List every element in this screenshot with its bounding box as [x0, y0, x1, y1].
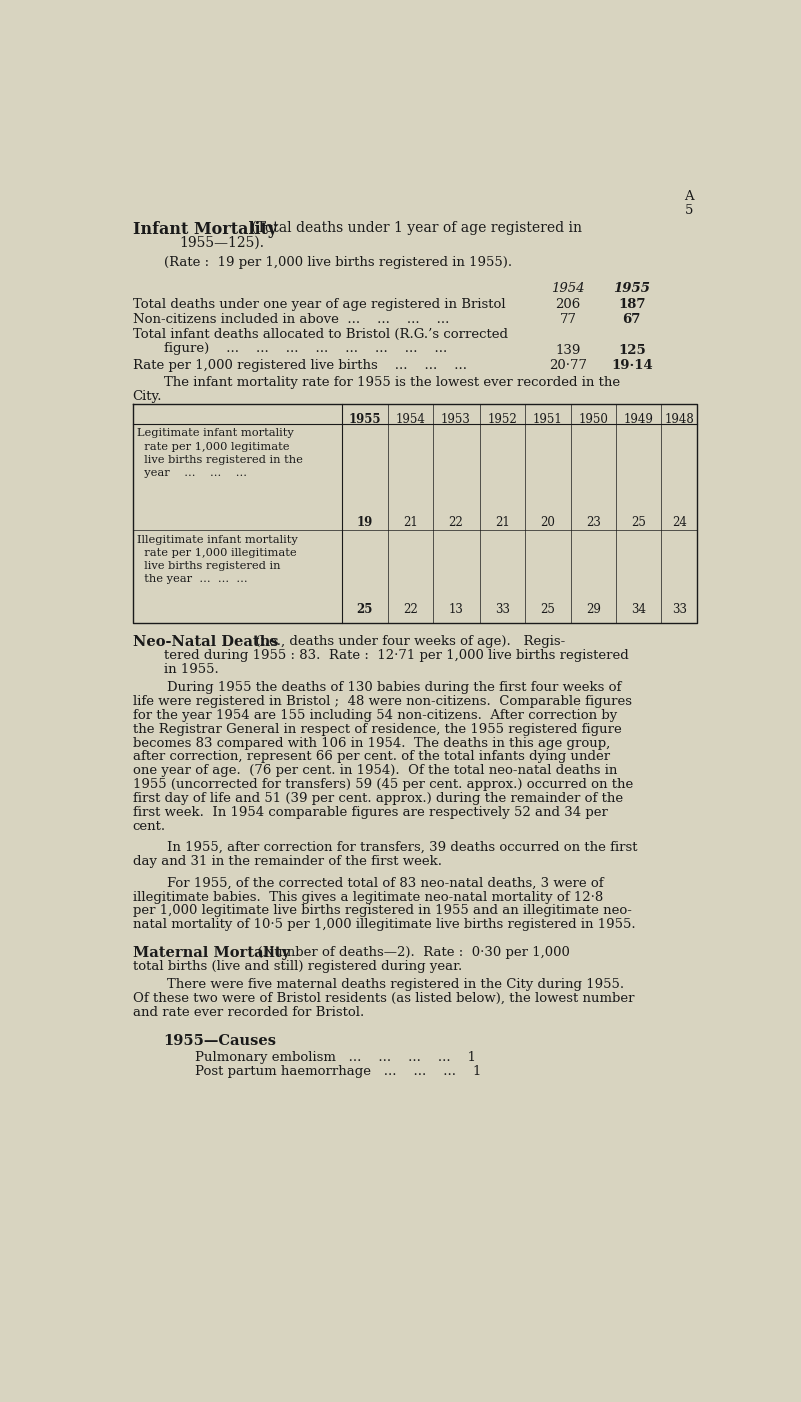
Text: 1948: 1948: [665, 414, 694, 426]
Text: (i.e., deaths under four weeks of age).   Regis-: (i.e., deaths under four weeks of age). …: [248, 635, 566, 648]
Text: after correction, represent 66 per cent. of the total infants dying under: after correction, represent 66 per cent.…: [133, 750, 610, 763]
Text: (Number of deaths—2).  Rate :  0·30 per 1,000: (Number of deaths—2). Rate : 0·30 per 1,…: [249, 946, 570, 959]
Text: in 1955.: in 1955.: [163, 663, 219, 676]
Text: 33: 33: [495, 603, 510, 615]
Text: figure)    ...    ...    ...    ...    ...    ...    ...    ...: figure) ... ... ... ... ... ... ... ...: [163, 342, 447, 355]
Text: There were five maternal deaths registered in the City during 1955.: There were five maternal deaths register…: [133, 979, 624, 991]
Text: the Registrar General in respect of residence, the 1955 registered figure: the Registrar General in respect of resi…: [133, 722, 622, 736]
Text: 23: 23: [586, 516, 602, 530]
Text: 21: 21: [495, 516, 509, 530]
Text: Infant Mortality: Infant Mortality: [133, 220, 277, 237]
Text: 34: 34: [631, 603, 646, 615]
Text: Pulmonary embolism   ...    ...    ...    ...    1: Pulmonary embolism ... ... ... ... 1: [195, 1050, 476, 1064]
Text: one year of age.  (76 per cent. in 1954).  Of the total neo-natal deaths in: one year of age. (76 per cent. in 1954).…: [133, 764, 617, 777]
Text: During 1955 the deaths of 130 babies during the first four weeks of: During 1955 the deaths of 130 babies dur…: [133, 681, 621, 694]
Text: 1955: 1955: [614, 282, 650, 296]
Text: and rate ever recorded for Bristol.: and rate ever recorded for Bristol.: [133, 1007, 364, 1019]
Text: 13: 13: [449, 603, 463, 615]
Text: 1954: 1954: [396, 414, 426, 426]
Text: 77: 77: [560, 313, 577, 327]
Text: 139: 139: [556, 343, 581, 356]
Text: 187: 187: [618, 297, 646, 311]
Text: 33: 33: [672, 603, 687, 615]
Text: 67: 67: [622, 313, 641, 327]
Text: 21: 21: [404, 516, 418, 530]
Text: 19: 19: [356, 516, 372, 530]
Text: 125: 125: [618, 343, 646, 356]
Text: 1951: 1951: [533, 414, 562, 426]
Text: 1955 (uncorrected for transfers) 59 (45 per cent. approx.) occurred on the: 1955 (uncorrected for transfers) 59 (45 …: [133, 778, 633, 791]
Text: For 1955, of the corrected total of 83 neo-natal deaths, 3 were of: For 1955, of the corrected total of 83 n…: [133, 876, 603, 890]
Text: 1954: 1954: [551, 282, 585, 296]
Text: 22: 22: [449, 516, 463, 530]
Text: In 1955, after correction for transfers, 39 deaths occurred on the first: In 1955, after correction for transfers,…: [133, 841, 637, 854]
Text: first week.  In 1954 comparable figures are respectively 52 and 34 per: first week. In 1954 comparable figures a…: [133, 806, 607, 819]
Text: (Total deaths under 1 year of age registered in: (Total deaths under 1 year of age regist…: [248, 220, 582, 236]
Text: 5: 5: [685, 203, 694, 217]
Text: 20: 20: [540, 516, 555, 530]
Text: total births (live and still) registered during year.: total births (live and still) registered…: [133, 960, 462, 973]
Text: A: A: [684, 189, 694, 203]
Text: Illegitimate infant mortality
  rate per 1,000 illegitimate
  live births regist: Illegitimate infant mortality rate per 1…: [136, 534, 297, 585]
Text: 1953: 1953: [441, 414, 471, 426]
Text: 20·77: 20·77: [549, 359, 587, 372]
Text: 25: 25: [631, 516, 646, 530]
Text: Post partum haemorrhage   ...    ...    ...    1: Post partum haemorrhage ... ... ... 1: [195, 1064, 481, 1078]
Text: 25: 25: [540, 603, 555, 615]
Text: (Rate :  19 per 1,000 live births registered in 1955).: (Rate : 19 per 1,000 live births registe…: [163, 257, 512, 269]
Text: Of these two were of Bristol residents (as listed below), the lowest number: Of these two were of Bristol residents (…: [133, 993, 634, 1005]
Text: 1949: 1949: [624, 414, 654, 426]
Text: becomes 83 compared with 106 in 1954.  The deaths in this age group,: becomes 83 compared with 106 in 1954. Th…: [133, 736, 610, 750]
Text: 19·14: 19·14: [611, 359, 653, 372]
Text: cent.: cent.: [133, 820, 166, 833]
Text: 24: 24: [672, 516, 687, 530]
Text: Total infant deaths allocated to Bristol (R.G.’s corrected: Total infant deaths allocated to Bristol…: [133, 328, 508, 342]
Text: Neo-Natal Deaths: Neo-Natal Deaths: [133, 635, 278, 649]
Text: per 1,000 legitimate live births registered in 1955 and an illegitimate neo-: per 1,000 legitimate live births registe…: [133, 904, 631, 917]
Text: Rate per 1,000 registered live births    ...    ...    ...: Rate per 1,000 registered live births ..…: [133, 359, 467, 372]
Text: 206: 206: [556, 297, 581, 311]
Text: City.: City.: [133, 390, 162, 402]
Text: 1952: 1952: [488, 414, 517, 426]
Text: natal mortality of 10·5 per 1,000 illegitimate live births registered in 1955.: natal mortality of 10·5 per 1,000 illegi…: [133, 918, 635, 931]
Text: 1955—125).: 1955—125).: [179, 236, 264, 250]
Text: for the year 1954 are 155 including 54 non-citizens.  After correction by: for the year 1954 are 155 including 54 n…: [133, 709, 617, 722]
Text: 1955—Causes: 1955—Causes: [163, 1033, 276, 1047]
Text: Non-citizens included in above  ...    ...    ...    ...: Non-citizens included in above ... ... .…: [133, 313, 449, 327]
Text: 29: 29: [586, 603, 602, 615]
Text: 22: 22: [404, 603, 418, 615]
Text: 1950: 1950: [579, 414, 609, 426]
Text: illegitimate babies.  This gives a legitimate neo-natal mortality of 12·8: illegitimate babies. This gives a legiti…: [133, 890, 603, 903]
Text: 1955: 1955: [348, 414, 380, 426]
Text: first day of life and 51 (39 per cent. approx.) during the remainder of the: first day of life and 51 (39 per cent. a…: [133, 792, 623, 805]
Text: Total deaths under one year of age registered in Bristol: Total deaths under one year of age regis…: [133, 297, 505, 311]
Text: life were registered in Bristol ;  48 were non-citizens.  Comparable figures: life were registered in Bristol ; 48 wer…: [133, 695, 632, 708]
Text: Maternal Mortality: Maternal Mortality: [133, 946, 290, 960]
Text: 25: 25: [356, 603, 372, 615]
Text: tered during 1955 : 83.  Rate :  12·71 per 1,000 live births registered: tered during 1955 : 83. Rate : 12·71 per…: [163, 649, 629, 662]
Text: The infant mortality rate for 1955 is the lowest ever recorded in the: The infant mortality rate for 1955 is th…: [163, 376, 620, 390]
Text: day and 31 in the remainder of the first week.: day and 31 in the remainder of the first…: [133, 855, 441, 868]
Text: Legitimate infant mortality
  rate per 1,000 legitimate
  live births registered: Legitimate infant mortality rate per 1,0…: [136, 429, 303, 478]
